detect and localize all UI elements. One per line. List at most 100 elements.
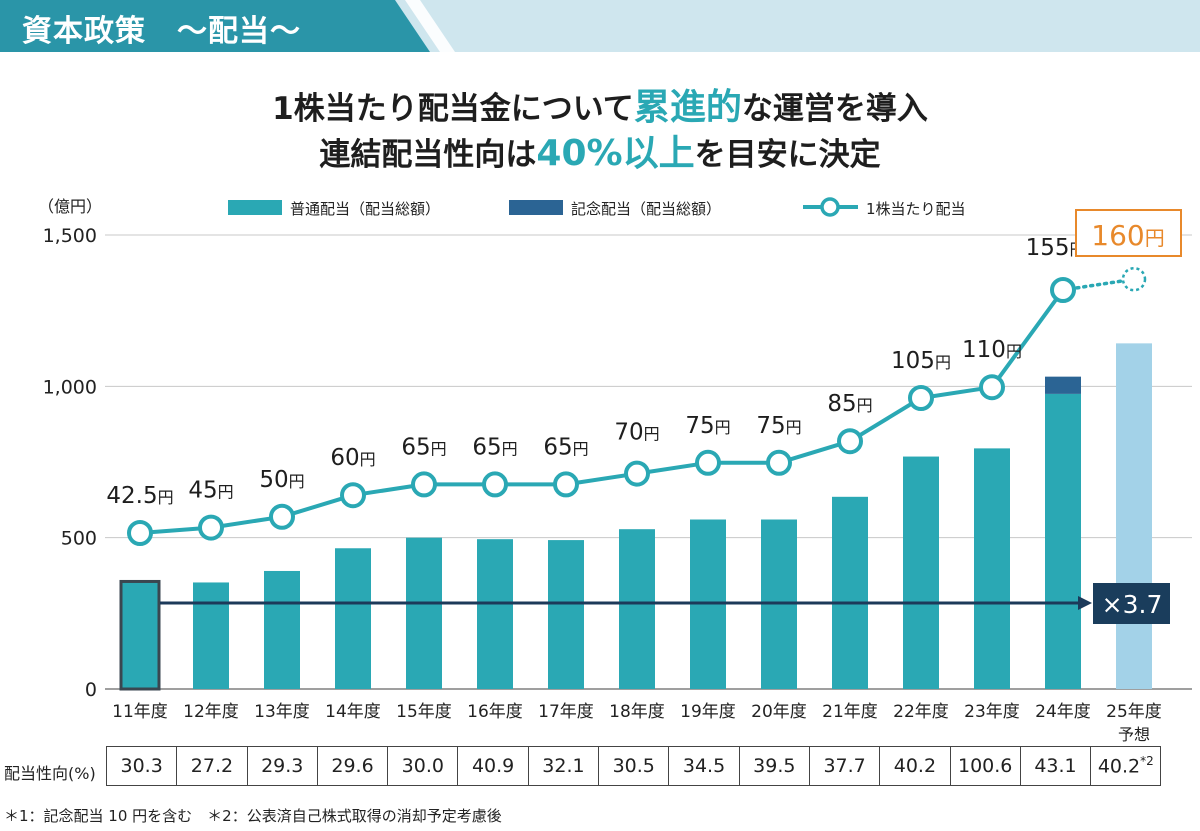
legend-label-commemorative: 記念配当（配当総額）	[571, 200, 721, 218]
payout-ratio-cell: 40.9	[457, 746, 529, 786]
per-share-label: 60円	[330, 445, 375, 471]
per-share-marker	[411, 471, 437, 498]
bar-highlight-outline	[119, 579, 161, 691]
bar-regular	[1045, 393, 1081, 689]
y-tick-label: 500	[61, 528, 97, 550]
y-tick-label: 1,500	[43, 225, 97, 247]
bar-regular	[832, 496, 868, 689]
per-share-label: 45円	[188, 478, 233, 504]
legend-swatch-regular	[228, 200, 282, 215]
bar-regular	[122, 582, 158, 689]
bar-commemorative	[1045, 376, 1081, 394]
per-share-label: 50円	[259, 467, 304, 493]
payout-ratio-cell: 40.2	[879, 746, 951, 786]
payout-ratio-cell: 29.3	[246, 746, 318, 786]
x-tick-label: 18年度	[609, 702, 665, 722]
page-title: 資本政策 ～配当～	[22, 14, 301, 49]
per-share-line-segment	[848, 396, 923, 444]
header-bar	[0, 0, 1200, 52]
y-tick-label: 0	[85, 679, 97, 701]
legend-marker-sample	[820, 197, 840, 217]
x-tick-label: 20年度	[751, 702, 807, 722]
x-tick-label: 14年度	[325, 702, 381, 722]
payout-ratio-cell: 40.2*2	[1090, 746, 1162, 786]
bar-regular	[264, 570, 300, 689]
x-tick-label: 22年度	[893, 702, 949, 722]
per-share-label: 65円	[543, 434, 588, 460]
per-share-marker	[127, 520, 153, 546]
per-share-marker	[766, 449, 792, 476]
x-tick-label: 15年度	[396, 702, 452, 722]
per-share-label: 65円	[401, 434, 446, 460]
bar-regular	[193, 582, 229, 689]
payout-ratio-cell: 37.7	[808, 746, 881, 786]
headline-line-1: 1株当たり配当金について累進的な運営を導入	[272, 87, 928, 128]
headline-line-2: 連結配当性向は40%以上を目安に決定	[319, 133, 881, 174]
per-share-marker	[482, 471, 508, 498]
x-tick-label: 21年度	[822, 702, 878, 722]
per-share-label: 65円	[472, 434, 517, 460]
per-share-label: 75円	[756, 413, 801, 439]
growth-box	[1093, 583, 1170, 624]
x-tick-label: 13年度	[254, 702, 310, 722]
per-share-line-segment	[990, 288, 1065, 390]
payout-ratio-cell: 39.5	[738, 746, 810, 786]
per-share-marker	[553, 471, 579, 498]
payout-ratio-table: 30.3 27.2 29.3 29.6 30.0 40.9 32.1 30.5 34.5 39.5…	[105, 746, 1162, 786]
payout-ratio-cell: 30.5	[598, 746, 670, 786]
per-share-label: 75円	[685, 413, 730, 439]
footnote: ＊1：記念配当 10 円を含む ＊2：公表済自己株式取得の消却予定考慮後	[4, 807, 502, 825]
x-tick-label: 19年度	[680, 702, 736, 722]
x-tick-label: 25年度	[1106, 702, 1162, 722]
bar-regular	[1116, 343, 1152, 689]
legend-label-regular: 普通配当（配当総額）	[290, 200, 440, 218]
payout-ratio-label: 配当性向(%)	[4, 764, 96, 783]
legend-swatch-commemorative	[509, 200, 563, 215]
x-tick-label: 17年度	[538, 702, 594, 722]
y-axis-label: （億円）	[38, 197, 102, 216]
per-share-marker	[979, 374, 1005, 401]
per-share-marker	[624, 460, 650, 487]
x-tick-label: 12年度	[183, 702, 239, 722]
per-share-label: 42.5円	[106, 483, 173, 509]
per-share-marker	[340, 482, 366, 509]
bar-regular	[548, 540, 584, 689]
per-share-marker	[1050, 277, 1076, 303]
payout-ratio-cell: 30.3	[105, 746, 178, 786]
dividend-chart: （億円） 0 500 1,000 1,500 普通配当（配当総額） 記念配当（配当総額） 1株…	[38, 197, 1192, 744]
growth-label: ×3.7	[1102, 590, 1163, 619]
per-share-marker	[1121, 266, 1147, 292]
legend-label-per-share: 1株当たり配当	[866, 200, 966, 218]
bar-regular	[974, 448, 1010, 689]
per-share-marker	[269, 503, 295, 530]
payout-ratio-cell: 43.1	[1019, 746, 1092, 786]
x-tick-label: 23年度	[964, 702, 1020, 722]
payout-ratio-cell: 30.0	[387, 746, 459, 786]
per-share-marker	[198, 514, 224, 541]
x-tick-label: 16年度	[467, 702, 523, 722]
payout-ratio-cell: 34.5	[668, 746, 740, 786]
bar-regular	[619, 529, 655, 689]
per-share-marker	[908, 385, 934, 411]
bar-regular	[406, 537, 442, 689]
x-tick-label: 24年度	[1035, 702, 1091, 722]
per-share-label: 85円	[827, 391, 872, 417]
forecast-value-label: 160円	[1091, 219, 1164, 252]
x-tick-sublabel: 予想	[1118, 725, 1150, 744]
forecast-value-box	[1075, 209, 1182, 257]
per-share-marker	[837, 428, 863, 455]
y-tick-label: 1,000	[43, 376, 97, 398]
x-tick-label: 11年度	[112, 702, 168, 722]
payout-ratio-cell: 27.2	[176, 746, 248, 786]
per-share-forecast-line	[1061, 277, 1136, 292]
growth-arrow-head	[1078, 596, 1092, 610]
per-share-label: 70円	[614, 420, 659, 446]
bar-regular	[477, 539, 513, 689]
bar-regular	[903, 456, 939, 689]
bar-regular	[335, 548, 371, 689]
per-share-label: 105円	[891, 348, 951, 374]
payout-ratio-cell: 32.1	[527, 746, 600, 786]
payout-ratio-cell: 100.6	[949, 746, 1021, 786]
per-share-marker	[695, 449, 721, 476]
payout-ratio-cell: 29.6	[316, 746, 389, 786]
